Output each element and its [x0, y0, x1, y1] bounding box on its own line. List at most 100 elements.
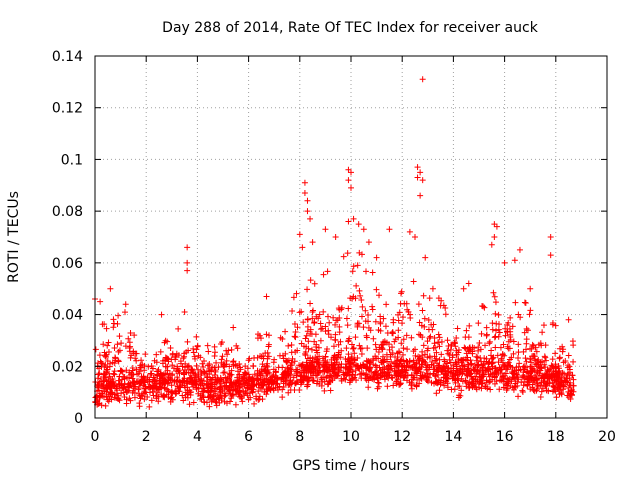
data-point: [482, 365, 489, 372]
data-point: [92, 346, 99, 353]
data-point: [115, 312, 122, 319]
data-point: [157, 370, 164, 377]
data-point: [357, 292, 364, 299]
data-point: [304, 383, 311, 390]
data-point: [400, 336, 407, 343]
y-tick-label: 0.08: [52, 204, 83, 220]
data-point: [161, 376, 168, 383]
data-point: [400, 345, 407, 352]
data-point: [110, 324, 117, 331]
data-point: [492, 365, 499, 372]
data-point: [474, 354, 481, 361]
data-point: [258, 335, 265, 342]
data-point: [213, 402, 220, 409]
data-point: [327, 387, 334, 394]
data-point: [225, 388, 232, 395]
data-point: [302, 335, 309, 342]
data-point: [142, 383, 149, 390]
data-point: [235, 388, 242, 395]
data-point: [279, 336, 286, 343]
data-point: [318, 382, 325, 389]
data-point: [220, 363, 227, 370]
data-point: [378, 358, 385, 365]
data-point: [227, 398, 234, 405]
data-point: [114, 341, 121, 348]
data-point: [435, 331, 442, 338]
data-point: [372, 341, 379, 348]
data-point: [457, 365, 464, 372]
data-point: [538, 388, 545, 395]
data-point: [116, 333, 123, 340]
data-point: [491, 221, 498, 228]
data-point: [217, 380, 224, 387]
data-point: [316, 359, 323, 366]
data-point: [379, 369, 386, 376]
data-point: [285, 389, 292, 396]
data-point: [280, 378, 287, 385]
data-point: [434, 371, 441, 378]
data-point: [345, 177, 352, 184]
data-point: [265, 353, 272, 360]
data-point: [218, 340, 225, 347]
data-point: [126, 384, 133, 391]
data-point: [408, 379, 415, 386]
data-point: [291, 333, 298, 340]
data-point: [413, 382, 420, 389]
data-point: [216, 384, 223, 391]
data-point: [470, 376, 477, 383]
data-point: [324, 363, 331, 370]
data-point: [226, 363, 233, 370]
data-point: [274, 375, 281, 382]
data-point: [174, 374, 181, 381]
data-point: [158, 391, 165, 398]
data-point: [447, 346, 454, 353]
data-point: [108, 381, 115, 388]
data-point: [436, 362, 443, 369]
data-point: [491, 334, 498, 341]
data-point: [458, 375, 465, 382]
data-point: [248, 385, 255, 392]
data-point: [102, 402, 109, 409]
data-point: [385, 363, 392, 370]
data-point: [206, 360, 213, 367]
data-point: [215, 364, 222, 371]
data-point: [419, 177, 426, 184]
data-point: [265, 343, 272, 350]
data-point: [320, 271, 327, 278]
data-point: [313, 313, 320, 320]
data-point: [533, 372, 540, 379]
data-point: [133, 357, 140, 364]
data-point: [294, 324, 301, 331]
data-point: [507, 314, 514, 321]
data-point: [413, 359, 420, 366]
data-point: [184, 394, 191, 401]
data-point: [194, 366, 201, 373]
data-point: [155, 393, 162, 400]
data-point: [190, 345, 197, 352]
data-point: [383, 301, 390, 308]
data-point: [223, 400, 230, 407]
data-point: [436, 387, 443, 394]
data-point: [116, 347, 123, 354]
data-point: [279, 386, 286, 393]
data-point: [540, 373, 547, 380]
data-point: [499, 351, 506, 358]
data-point: [408, 372, 415, 379]
data-point: [504, 366, 511, 373]
data-point: [266, 332, 273, 339]
data-point: [146, 403, 153, 410]
data-point: [99, 382, 106, 389]
data-point: [111, 360, 118, 367]
data-point: [509, 323, 516, 330]
data-point: [348, 341, 355, 348]
data-point: [288, 368, 295, 375]
data-point: [511, 370, 518, 377]
data-point: [366, 358, 373, 365]
data-point: [403, 358, 410, 365]
data-point: [431, 340, 438, 347]
data-point: [343, 364, 350, 371]
data-point: [464, 372, 471, 379]
data-point: [227, 371, 234, 378]
data-point: [500, 384, 507, 391]
data-point: [263, 293, 270, 300]
